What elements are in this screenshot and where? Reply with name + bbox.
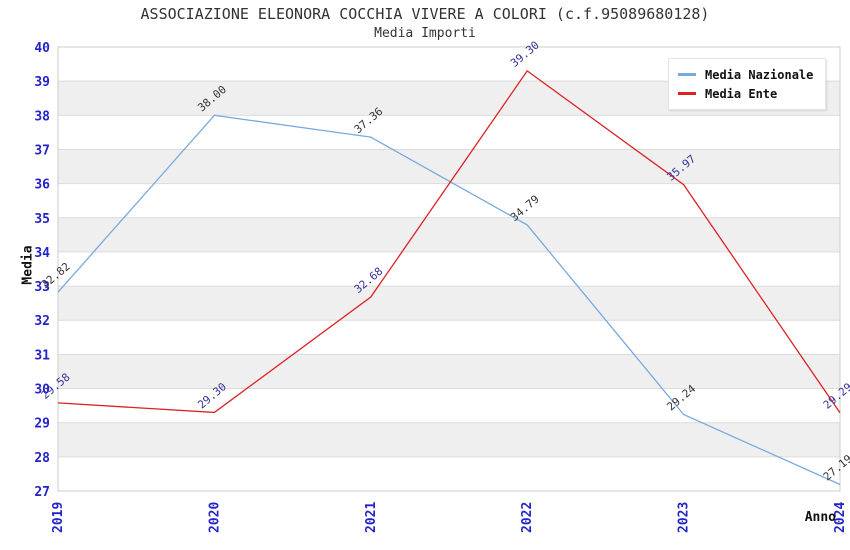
legend-item-media-nazionale: Media Nazionale	[678, 65, 813, 84]
legend-label: Media Ente	[705, 86, 778, 101]
chart-subtitle: Media Importi	[374, 26, 476, 41]
y-tick-label: 36	[34, 178, 50, 193]
x-tick-label: 2020	[207, 502, 222, 533]
plot-band	[58, 149, 840, 184]
y-tick-label: 34	[34, 246, 50, 261]
legend-item-media-ente: Media Ente	[678, 84, 813, 103]
plot-band	[58, 422, 840, 457]
plot-band	[58, 217, 840, 252]
legend-swatch-red-line	[678, 92, 696, 95]
y-tick-label: 28	[34, 451, 50, 466]
series-line-0	[57, 114, 841, 486]
plot-band	[58, 354, 840, 389]
y-tick-label: 39	[34, 75, 50, 90]
y-tick-label: 33	[34, 280, 50, 295]
plot-border	[57, 46, 841, 492]
y-tick-label: 31	[34, 348, 50, 363]
chart-title: ASSOCIAZIONE ELEONORA COCCHIA VIVERE A C…	[140, 5, 710, 23]
series-line-1	[57, 69, 841, 414]
x-tick-label: 2023	[677, 502, 692, 533]
y-tick-label: 29	[34, 417, 50, 432]
x-tick-label: 2024	[833, 502, 848, 533]
y-tick-label: 40	[34, 41, 50, 56]
chart-legend: Media Nazionale Media Ente	[668, 58, 827, 110]
x-tick-label: 2021	[364, 502, 379, 533]
y-tick-label: 27	[34, 485, 50, 500]
x-axis-title: Anno	[804, 510, 836, 525]
y-tick-label: 37	[34, 143, 50, 158]
y-tick-label: 32	[34, 314, 50, 329]
y-tick-label: 30	[34, 383, 50, 398]
legend-swatch-blue-line	[678, 73, 696, 76]
x-tick-label: 2019	[51, 502, 66, 533]
data-point-label: 39.30	[508, 39, 542, 70]
y-tick-label: 38	[34, 109, 50, 124]
y-tick-label: 35	[34, 212, 50, 227]
plot-band	[58, 286, 840, 321]
y-axis-title: Media	[20, 245, 36, 285]
x-tick-label: 2022	[520, 502, 535, 533]
legend-label: Media Nazionale	[705, 67, 814, 82]
